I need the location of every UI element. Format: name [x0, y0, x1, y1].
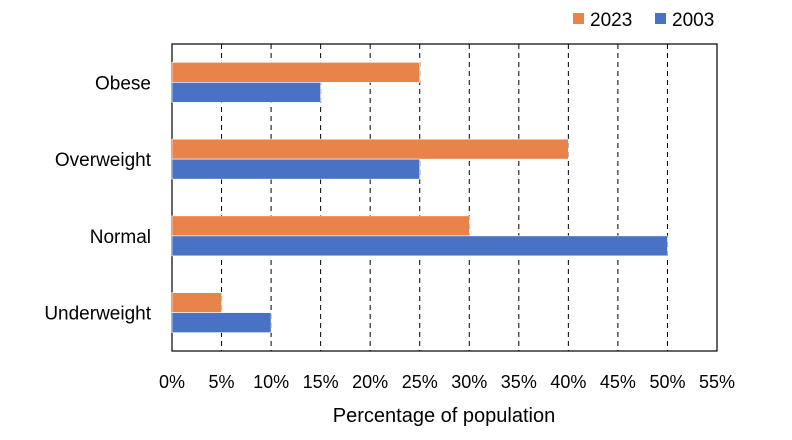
- bar-underweight-2023: [171, 292, 222, 313]
- x-tick-labels: 0% 5% 10% 15% 20% 25% 30% 35% 40% 45% 50% 55%: [159, 372, 735, 392]
- x-tick-label-20: 20%: [352, 372, 388, 392]
- legend-swatch-2023: [573, 13, 584, 24]
- x-axis-label: Percentage of population: [333, 405, 555, 427]
- x-tick-label-50: 50%: [649, 372, 685, 392]
- x-tick-label-15: 15%: [303, 372, 339, 392]
- category-label-overweight: Overweight: [55, 150, 152, 171]
- category-label-underweight: Underweight: [44, 304, 151, 325]
- category-labels: Obese Overweight Normal Underweight: [44, 73, 151, 324]
- bar-underweight-2003: [171, 312, 272, 333]
- x-tick-label-35: 35%: [501, 372, 537, 392]
- bar-normal-2023: [171, 215, 470, 237]
- x-tick-label-30: 30%: [451, 372, 487, 392]
- x-tick-label-45: 45%: [600, 372, 636, 392]
- x-tick-label-10: 10%: [253, 372, 289, 392]
- x-tick-label-40: 40%: [550, 372, 586, 392]
- bar-overweight-2023: [171, 138, 569, 160]
- bar-obese-2003: [171, 82, 321, 103]
- legend-swatch-2003: [655, 13, 666, 24]
- bar-obese-2023: [171, 62, 421, 83]
- legend-label-2003: 2003: [672, 10, 714, 31]
- bar-normal-2003: [171, 235, 668, 257]
- x-tick-label-25: 25%: [402, 372, 438, 392]
- x-tick-label-5: 5%: [209, 372, 235, 392]
- x-tick-label-0: 0%: [159, 372, 185, 392]
- category-label-normal: Normal: [90, 227, 151, 248]
- grid-lines: [221, 44, 668, 351]
- x-tick-label-55: 55%: [699, 372, 735, 392]
- category-label-obese: Obese: [95, 73, 151, 94]
- bar-overweight-2003: [171, 158, 421, 180]
- legend: 2023 2003: [573, 10, 714, 31]
- bars: [171, 62, 668, 333]
- legend-label-2023: 2023: [590, 10, 632, 31]
